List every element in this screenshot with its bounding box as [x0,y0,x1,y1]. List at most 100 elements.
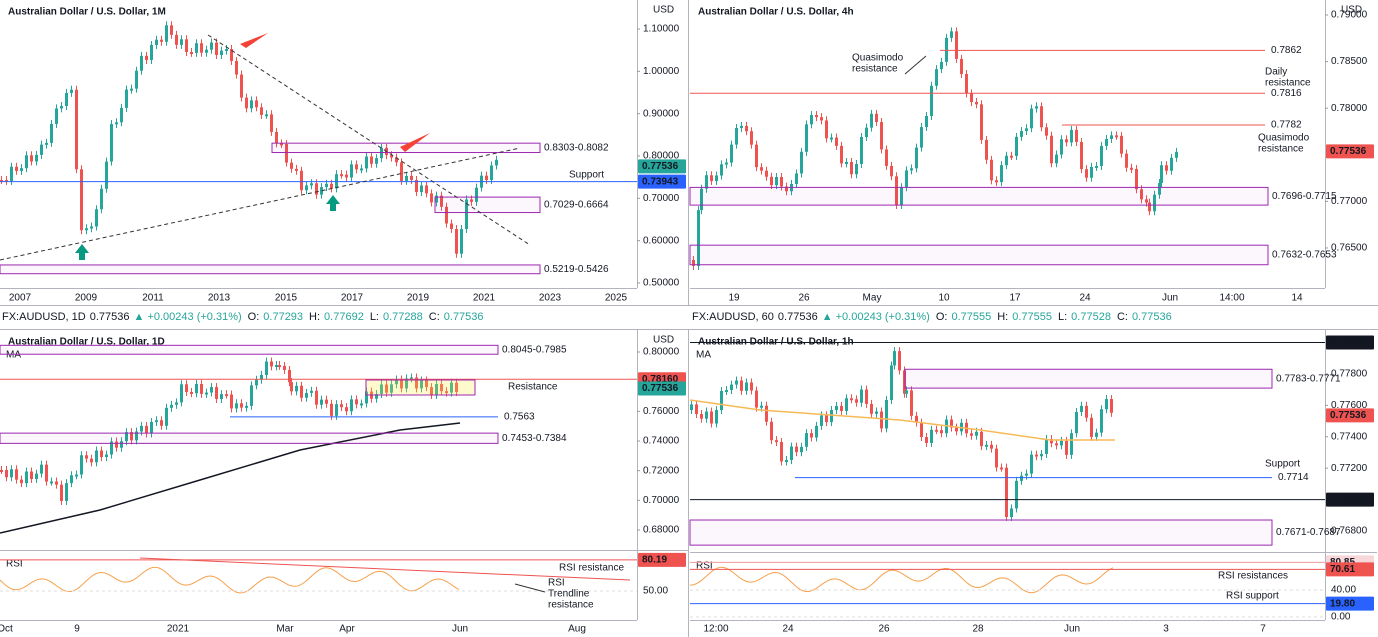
candle [760,167,763,171]
x-tick-label: Aug [568,624,586,635]
candle [1045,127,1048,136]
candle [1160,165,1163,184]
candle [1100,409,1103,433]
candle [1015,136,1018,156]
candle [280,143,283,146]
candle [915,147,918,169]
candle [765,170,768,177]
candle [830,137,833,140]
currency: USD [653,335,674,346]
candle [390,155,393,158]
x-tick-label: Jun [1064,624,1080,635]
candle [715,175,718,182]
candle [825,415,828,423]
price-tag-label: 0.78160 [642,374,679,385]
x-tick-label: 2011 [142,293,164,304]
candle [745,382,748,391]
range-box [365,379,476,396]
x-tick-label: 2021 [167,624,190,635]
pointer [904,55,927,75]
price-tag-label: 0.77536 [642,161,679,172]
candle [940,430,943,434]
candle [50,481,53,484]
candle [283,365,286,370]
annotation: Quasimodo [852,53,904,64]
trendline [207,34,531,246]
candle [750,131,753,145]
candle [1090,417,1093,437]
candle [1000,165,1003,183]
zone [689,244,1269,266]
candle [960,58,963,75]
x-tick-label: Apr [339,624,355,635]
candle [105,454,108,458]
candle [900,187,903,205]
info-bar: FX:AUDUSD, 60 0.77536 ▲ +0.00243 (+0.31%… [692,308,1172,326]
candle [885,149,888,166]
candle [1090,166,1093,178]
candle [400,379,403,389]
ohlc-value: 0.77293 [263,311,304,323]
y-tick-label: 0.72000 [643,465,680,476]
candle [470,199,473,202]
candle [305,185,308,191]
candle [860,137,863,164]
x-tick-label: 26 [798,293,810,304]
candle [925,115,928,128]
candle [195,384,198,394]
candle [0,470,3,472]
candle [360,403,363,406]
candle [145,425,148,434]
y-tick-label: 0.77800 [1331,369,1368,380]
candle [420,380,423,389]
candle [215,387,218,400]
candle [155,420,158,423]
annotation: resistance [852,64,898,75]
candle [410,377,413,380]
candle [780,176,783,187]
candle [170,25,173,35]
drawings [0,33,927,593]
candle [1153,194,1156,212]
candle [30,155,33,162]
candle [215,42,218,56]
y-tick-label: 0.74000 [643,436,680,447]
candle [1000,467,1003,470]
x-tick-label: 9 [74,624,80,635]
ohlc-value: 0.77555 [1012,311,1052,323]
candle [1050,439,1053,444]
candle [855,399,858,403]
candle [355,399,358,405]
arrow [326,195,340,211]
candle [180,384,183,403]
x-tick-label: 24 [1079,293,1091,304]
candle [260,107,263,115]
candle [775,440,778,443]
candle [160,420,163,426]
candle [245,405,248,408]
annotation: RSI support [1226,591,1279,602]
level-label: 0.7782 [1271,120,1302,131]
candle [345,174,348,178]
candle [40,144,43,155]
candle [740,125,743,128]
candle [860,389,863,403]
candle [40,464,43,474]
candle [278,365,281,368]
symbol: FX:AUDUSD, 60 [692,311,774,323]
candle [360,168,363,171]
candle [905,170,908,188]
candle [340,404,343,408]
candle [200,43,203,53]
candle [10,469,13,478]
candle [870,113,873,128]
ohlc-value: 0.77536 [1131,311,1172,323]
candle [950,31,953,38]
candle [785,186,788,192]
candle [1065,139,1068,143]
candle [290,382,293,392]
y-tick-label: 0.70000 [643,193,680,204]
annotation: resistance [1258,144,1304,155]
